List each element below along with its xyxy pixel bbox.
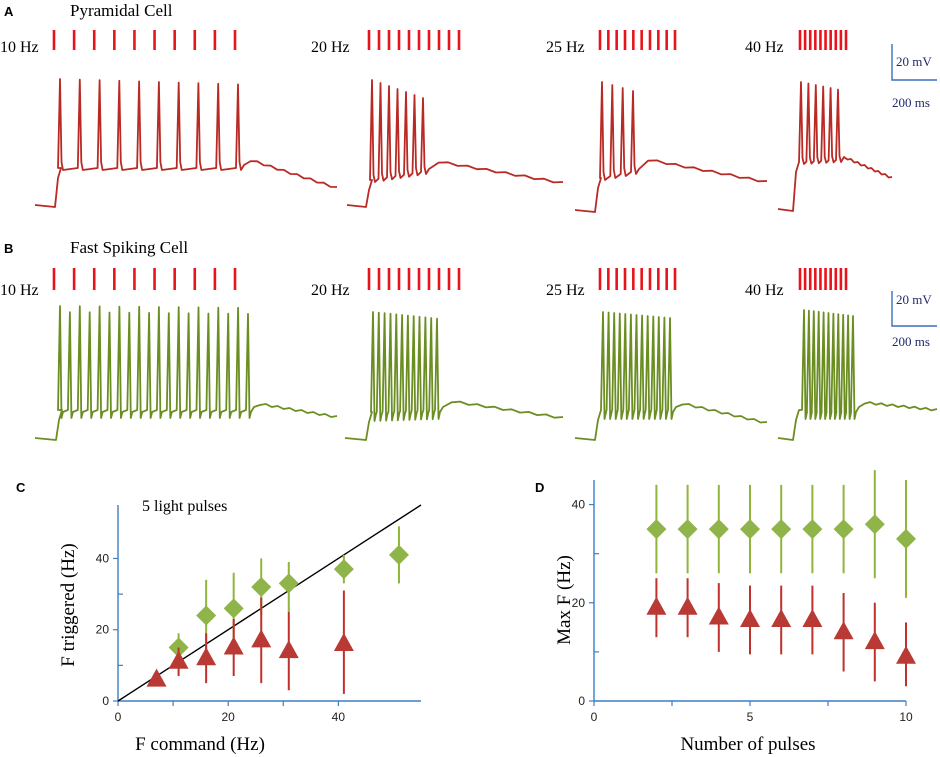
voltage-trace xyxy=(777,81,893,212)
panel-c-x-axis-title: F command (Hz) xyxy=(135,734,265,755)
y-tick-label: 20 xyxy=(572,596,586,610)
diamond-marker xyxy=(388,544,409,565)
diamond-marker xyxy=(896,528,916,549)
panel-b-freq-1: 10 Hz xyxy=(0,282,39,299)
panel-c-annotation: 5 light pulses xyxy=(142,498,227,515)
panel-c-y-axis-title: F triggered (Hz) xyxy=(58,543,79,666)
voltage-trace xyxy=(34,305,338,441)
triangle-marker xyxy=(168,650,189,669)
y-tick-label: 40 xyxy=(572,498,586,512)
x-tick-label: 5 xyxy=(747,710,754,724)
panel-a: A Pyramidal Cell 10 Hz 20 Hz 25 Hz 40 Hz… xyxy=(0,1,937,213)
triangle-marker xyxy=(771,608,792,627)
voltage-trace xyxy=(34,78,338,208)
x-tick-label: 20 xyxy=(222,710,236,724)
panel-a-scale-time: 200 ms xyxy=(892,95,930,110)
identity-line xyxy=(117,504,422,702)
panel-b-light-pulses xyxy=(52,268,848,290)
panel-d-plot: 0 5 10 0 20 40 xyxy=(572,470,916,724)
diamond-marker xyxy=(708,519,729,540)
panel-a-title: Pyramidal Cell xyxy=(70,1,173,20)
panel-a-freq-1: 10 Hz xyxy=(0,39,39,56)
diamond-marker xyxy=(802,519,823,540)
panel-c: C 5 light pulses F command (Hz) F trigge… xyxy=(16,480,422,755)
panel-b-freq-3: 25 Hz xyxy=(546,282,585,299)
panel-a-scale-lines xyxy=(891,44,937,81)
panel-a-freq-3: 25 Hz xyxy=(546,39,585,56)
panel-b-scale-lines xyxy=(891,291,937,327)
x-tick-label: 0 xyxy=(115,710,122,724)
x-tick-label: 40 xyxy=(332,710,346,724)
triangle-marker xyxy=(646,596,667,615)
triangle-marker xyxy=(223,636,244,655)
voltage-trace xyxy=(574,311,768,441)
panel-d: D Number of pulses Max F (Hz) 0 5 10 0 20 40 xyxy=(535,470,916,755)
panel-b-freq-2: 20 Hz xyxy=(311,282,350,299)
diamond-marker xyxy=(771,519,792,540)
triangle-marker xyxy=(802,608,823,627)
diamond-marker xyxy=(333,559,354,580)
panel-b-scale-bar: 20 mV 200 ms xyxy=(891,291,937,349)
diamond-marker xyxy=(278,573,299,594)
voltage-trace xyxy=(344,311,564,441)
x-tick-label: 0 xyxy=(591,710,598,724)
triangle-marker xyxy=(251,629,272,648)
panel-a-scale-voltage: 20 mV xyxy=(896,54,932,69)
panel-c-letter: C xyxy=(16,480,26,495)
panel-a-light-pulses xyxy=(52,30,848,50)
triangle-marker xyxy=(278,640,299,659)
panel-a-scale-bar: 20 mV 200 ms xyxy=(891,44,937,110)
diamond-marker xyxy=(677,519,698,540)
voltage-trace xyxy=(346,79,564,208)
diamond-marker xyxy=(251,576,272,597)
panel-b-traces xyxy=(34,305,938,441)
panel-a-traces xyxy=(34,78,893,213)
voltage-trace xyxy=(574,81,768,213)
panel-a-letter: A xyxy=(4,4,14,19)
diamond-marker xyxy=(740,519,760,540)
panel-b-scale-voltage: 20 mV xyxy=(896,292,932,307)
x-tick-label: 10 xyxy=(899,710,913,724)
triangle-marker xyxy=(896,645,916,664)
triangle-marker xyxy=(864,631,885,650)
triangle-marker xyxy=(740,608,760,627)
panel-d-x-axis-title: Number of pulses xyxy=(680,734,815,755)
panel-b-freq-4: 40 Hz xyxy=(745,282,784,299)
diamond-marker xyxy=(223,598,244,619)
panel-b: B Fast Spiking Cell 10 Hz 20 Hz 25 Hz 40… xyxy=(0,238,938,441)
panel-d-y-axis-title: Max F (Hz) xyxy=(554,555,575,645)
triangle-marker xyxy=(333,632,354,651)
panel-b-scale-time: 200 ms xyxy=(892,334,930,349)
panel-a-freq-2: 20 Hz xyxy=(311,39,350,56)
diamond-marker xyxy=(864,514,885,535)
y-tick-label: 40 xyxy=(96,551,110,565)
panel-a-freq-4: 40 Hz xyxy=(745,39,784,56)
diamond-marker xyxy=(196,605,217,626)
diamond-marker xyxy=(833,519,854,540)
triangle-marker xyxy=(833,621,854,640)
y-tick-label: 0 xyxy=(578,694,585,708)
y-tick-label: 20 xyxy=(96,623,110,637)
triangle-marker xyxy=(708,606,729,625)
panel-b-title: Fast Spiking Cell xyxy=(70,238,188,257)
triangle-marker xyxy=(146,668,167,687)
y-tick-label: 0 xyxy=(102,694,109,708)
panel-d-letter: D xyxy=(535,480,544,495)
diamond-marker xyxy=(646,519,667,540)
triangle-marker xyxy=(196,647,217,666)
panel-b-letter: B xyxy=(4,241,13,256)
voltage-trace xyxy=(777,309,938,441)
triangle-marker xyxy=(677,596,698,615)
panel-c-plot: 0 20 40 0 20 40 xyxy=(96,504,422,724)
